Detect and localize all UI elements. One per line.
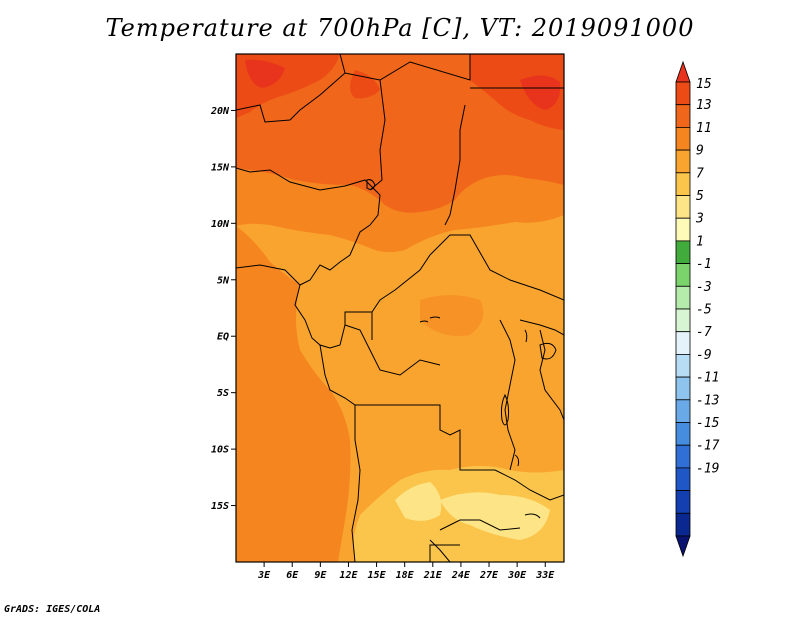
colorbar-swatch (675, 81, 691, 106)
colorbar-label: 15 (696, 77, 712, 92)
lon-tick-label: 18E (396, 570, 415, 581)
longitude-axis: 3E 6E 9E 12E 15E 18E 21E 24E 27E 30E 33E (257, 562, 555, 581)
lat-tick-label: EQ (217, 332, 229, 343)
lon-tick-label: 12E (339, 570, 358, 581)
map-frame (235, 53, 565, 563)
colorbar-swatch (675, 331, 691, 355)
colorbar-swatch (675, 104, 691, 128)
colorbar-label: -5 (696, 303, 712, 318)
colorbar-label: 5 (696, 189, 704, 204)
colorbar-swatch (675, 467, 691, 491)
lon-tick-label: 21E (423, 570, 443, 581)
lon-tick-label: 3E (257, 570, 271, 581)
lat-tick-label: 10S (211, 445, 229, 456)
lon-tick-label: 33E (535, 570, 555, 581)
lat-tick-label: 15S (211, 501, 229, 512)
grads-credit: GrADS: IGES/COLA (4, 604, 101, 615)
lat-tick-label: 5S (217, 388, 229, 399)
lon-tick-label: 30E (507, 570, 527, 581)
colorbar-label: 3 (695, 212, 704, 227)
colorbar-swatch (675, 490, 691, 514)
colorbar-swatch (675, 127, 691, 151)
lon-tick-label: 9E (314, 570, 327, 581)
lon-tick-label: 6E (286, 570, 299, 581)
colorbar-swatch (675, 512, 691, 537)
colorbar-swatch (675, 444, 691, 469)
colorbar-swatch (675, 149, 691, 174)
colorbar-label: 9 (696, 144, 704, 159)
colorbar-label: 13 (696, 98, 712, 113)
lat-tick-label: 5N (217, 275, 230, 286)
colorbar-label: 11 (696, 121, 712, 136)
colorbar-swatch (675, 172, 691, 196)
colorbar-label: -15 (696, 416, 720, 431)
lat-tick-label: 15N (211, 162, 230, 173)
lon-tick-label: 27E (479, 570, 499, 581)
colorbar-swatch (675, 422, 691, 446)
colorbar-swatch (675, 399, 691, 423)
colorbar-label: -17 (696, 439, 720, 454)
colorbar-label: -3 (696, 280, 712, 295)
lat-tick-label: 10N (211, 219, 230, 230)
colorbar-swatch (675, 353, 691, 378)
colorbar-swatch (675, 217, 691, 242)
latitude-axis: 20N 15N 10N 5N EQ 5S 10S 15S (210, 106, 236, 512)
colorbar-label: -19 (696, 461, 719, 476)
lon-tick-label: 24E (451, 570, 471, 581)
colorbar: 15 13 11 9 7 5 3 1 -1 -3 -5 -7 -9 -11 -13 -15 -17 -19 (675, 60, 720, 558)
colorbar-label: -13 (696, 393, 719, 408)
colorbar-label: 1 (696, 234, 704, 249)
lon-tick-label: 15E (368, 570, 387, 581)
colorbar-swatch (675, 240, 691, 264)
lakes (366, 179, 557, 519)
colorbar-swatch (675, 195, 691, 219)
colorbar-swatch (675, 308, 691, 333)
lat-tick-label: 20N (210, 106, 230, 117)
colorbar-label: -7 (696, 325, 712, 340)
colorbar-label: -11 (696, 371, 719, 386)
colorbar-label: 7 (696, 166, 704, 181)
temperature-field (236, 54, 564, 562)
colorbar-swatch (675, 376, 691, 401)
colorbar-min-triangle (675, 535, 691, 558)
colorbar-max-triangle (675, 60, 691, 83)
colorbar-swatch (675, 263, 691, 287)
country-borders (236, 54, 564, 562)
map-title: Temperature at 700hPa [C], VT: 201909100… (105, 14, 695, 42)
colorbar-label: -9 (696, 348, 712, 363)
colorbar-label: -1 (696, 257, 712, 272)
colorbar-swatch (675, 285, 691, 310)
